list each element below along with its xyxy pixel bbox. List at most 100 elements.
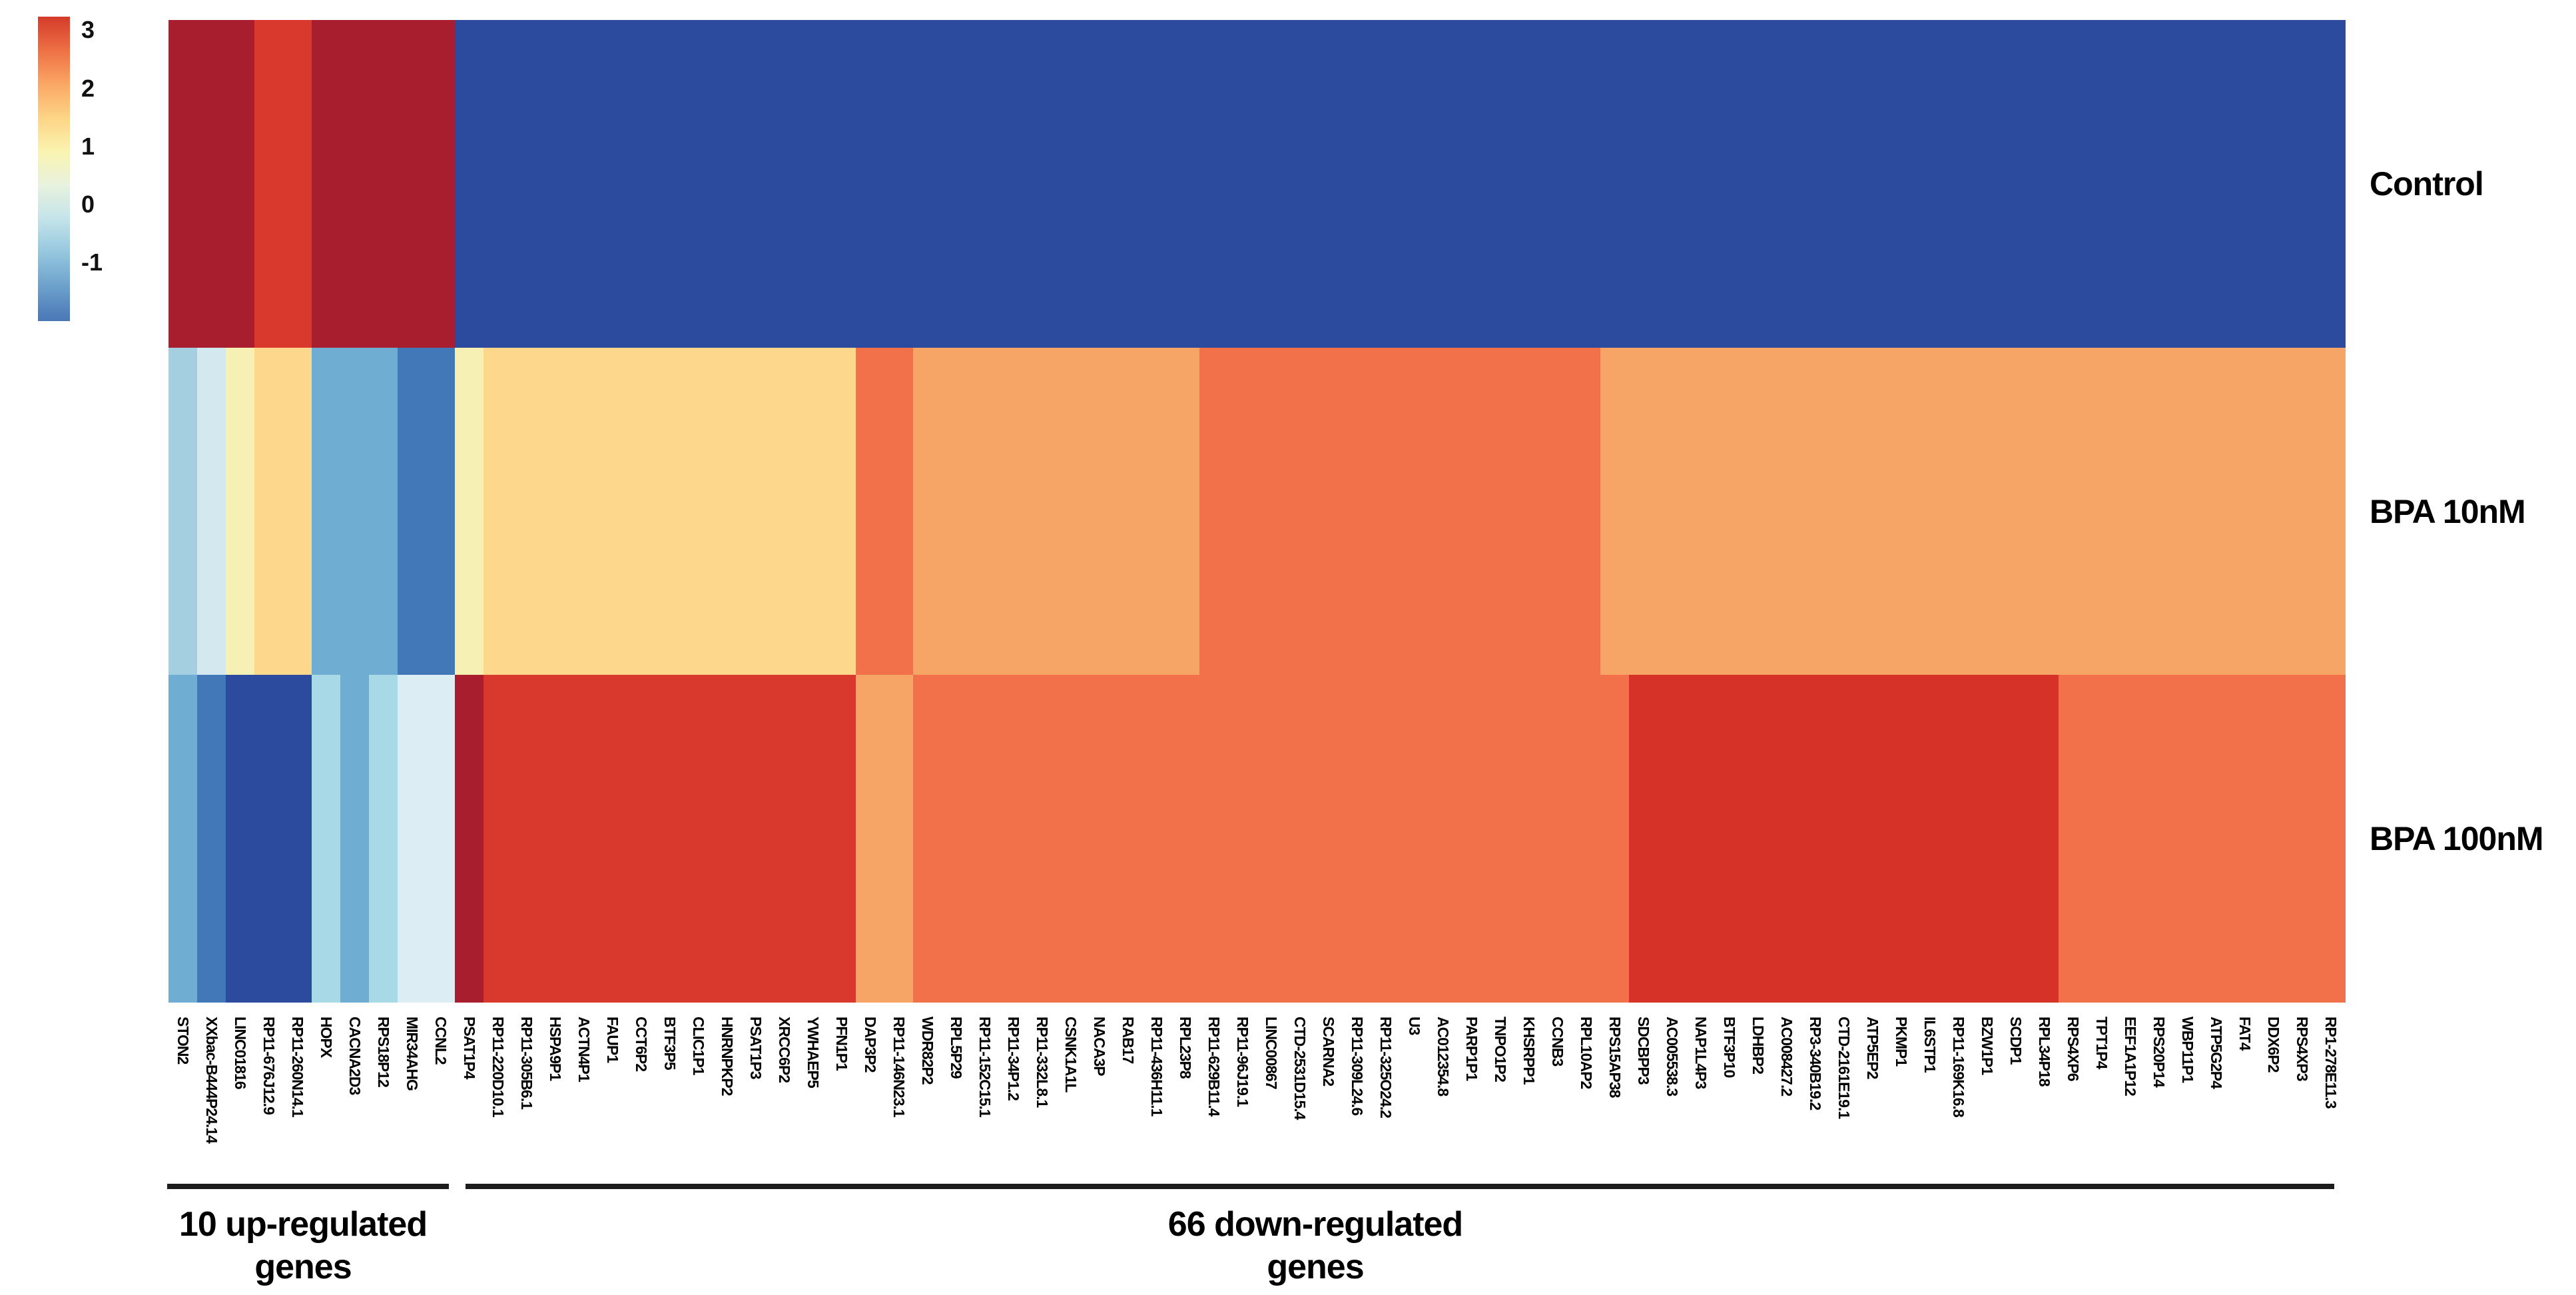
heatmap-block [168,347,198,675]
gene-label: LDHBP2 [1749,1017,1767,1075]
heatmap-block [483,675,856,1003]
gene-label: HOPX [317,1017,335,1058]
gene-label: PARP1P1 [1462,1017,1480,1081]
gene-label: YWHAEP5 [804,1017,822,1088]
heatmap-block [913,347,1200,675]
gene-label: AC012354.8 [1434,1017,1452,1096]
gene-label: RP11-305B6.1 [517,1017,535,1109]
gene-label: CTD-2161E19.1 [1835,1017,1853,1119]
gene-label: RPS20P14 [2150,1017,2168,1087]
group-label-upregulated-line2: genes [254,1248,352,1286]
gene-label: LINC00867 [1262,1017,1280,1089]
heatmap-grid [168,20,2346,1003]
group-label-upregulated-line1: 10 up-regulated [178,1205,428,1244]
heatmap-block [254,347,312,675]
heatmap-block [226,347,255,675]
gene-label: ATP5EP2 [1863,1017,1881,1079]
gene-label: CCT6P2 [632,1017,650,1072]
heatmap-block [455,347,484,675]
gene-label: ACTN4P1 [575,1017,593,1082]
heatmap-block [856,675,914,1003]
gene-label: RP3-340B19.2 [1806,1017,1824,1110]
gene-label: RPL34P18 [2035,1017,2053,1086]
gene-label: RP11-96J19.1 [1233,1017,1251,1107]
group-label-upregulated: 10 up-regulated genes [70,1203,536,1288]
colorbar-tick-1: 1 [81,133,95,160]
gene-label: RP11-260N14.1 [288,1017,306,1117]
heatmap-block [856,347,914,675]
heatmap-block [197,675,226,1003]
heatmap-block [455,20,2346,348]
gene-label: WBP11P1 [2178,1017,2196,1083]
heatmap-block [340,675,370,1003]
gene-label: FAUP1 [603,1017,621,1063]
colorbar-tick-2: 2 [81,75,95,102]
gene-label: RP11-332L8.1 [1033,1017,1051,1108]
gene-label: RP11-152C15.1 [976,1017,994,1117]
group-label-downregulated-line2: genes [1267,1248,1364,1286]
heatmap-block [168,675,198,1003]
gene-label: RP1-278E11.3 [2322,1017,2340,1108]
heatmap-block [913,675,1630,1003]
colorbar-gradient [38,17,70,321]
gene-label: HNRNPKP2 [718,1017,736,1096]
gene-label: RP11-220D10.1 [489,1017,507,1117]
gene-label: RP11-436H11.1 [1147,1017,1165,1116]
gene-label: CCNL2 [432,1017,450,1065]
gene-label: BTF3P5 [661,1017,679,1070]
heatmap-block [1600,347,2346,675]
heatmap-block [398,347,456,675]
group-underline-downregulated [466,1184,2334,1189]
gene-label: TPT1P4 [2093,1017,2110,1069]
gene-label: RPL23P8 [1176,1017,1194,1079]
heatmap-block [312,347,398,675]
heatmap-block [312,20,456,348]
gene-label: PSAT1P4 [460,1017,478,1079]
gene-label: RPL10AP2 [1577,1017,1595,1089]
gene-label: CTD-2531D15.4 [1291,1017,1309,1120]
heatmap-block [398,675,456,1003]
heatmap-block [483,347,856,675]
gene-label: EEF1A1P12 [2121,1017,2139,1096]
gene-label: PKMP1 [1892,1017,1910,1067]
gene-label: RPS4XP3 [2293,1017,2311,1081]
row-label-control: Control [2370,165,2484,203]
gene-label: DDX6P2 [2264,1017,2282,1073]
gene-label: PSAT1P3 [747,1017,765,1079]
gene-label: TNPO1P2 [1491,1017,1509,1082]
gene-label: STON2 [174,1017,192,1065]
gene-label: RP11-325O24.2 [1377,1017,1395,1118]
heatmap-block [197,347,226,675]
colorbar-tick--1: -1 [81,248,103,276]
gene-label: LINC01816 [231,1017,249,1089]
gene-label: NAP1L4P3 [1692,1017,1710,1089]
gene-label: SCDP1 [2007,1017,2025,1065]
heatmap-block [312,675,341,1003]
gene-label: RPL5P29 [947,1017,965,1079]
gene-label: ATP5G2P4 [2207,1017,2225,1088]
group-label-downregulated: 66 down-regulated genes [1082,1203,1548,1288]
heatmap-block [2059,675,2346,1003]
gene-label: U3 [1405,1017,1423,1035]
gene-label: RP11-309L24.6 [1348,1017,1366,1116]
gene-label: RP11-676J12.9 [260,1017,278,1114]
gene-label: RPS18P12 [374,1017,392,1087]
gene-label: XRCC6P2 [775,1017,793,1083]
gene-label: FAT4 [2236,1017,2254,1051]
gene-label: RP11-629B11.4 [1205,1017,1223,1116]
gene-label: SDCBPP3 [1634,1017,1652,1084]
gene-label: SCARNA2 [1319,1017,1337,1086]
gene-label: KHSRPP1 [1520,1017,1538,1084]
gene-label: DAP3P2 [861,1017,879,1073]
gene-label: CLIC1P1 [689,1017,707,1075]
colorbar-tick-3: 3 [81,16,95,43]
gene-label: RP11-169K16.8 [1949,1017,1967,1117]
row-label-bpa-100nm: BPA 100nM [2370,820,2544,857]
heatmap-block [369,675,398,1003]
gene-label: BTF3P10 [1720,1017,1738,1078]
colorbar-tick-0: 0 [81,191,95,218]
gene-label: AC008427.2 [1777,1017,1795,1096]
group-underline-upregulated [167,1184,449,1189]
gene-label: NACA3P [1090,1017,1108,1076]
